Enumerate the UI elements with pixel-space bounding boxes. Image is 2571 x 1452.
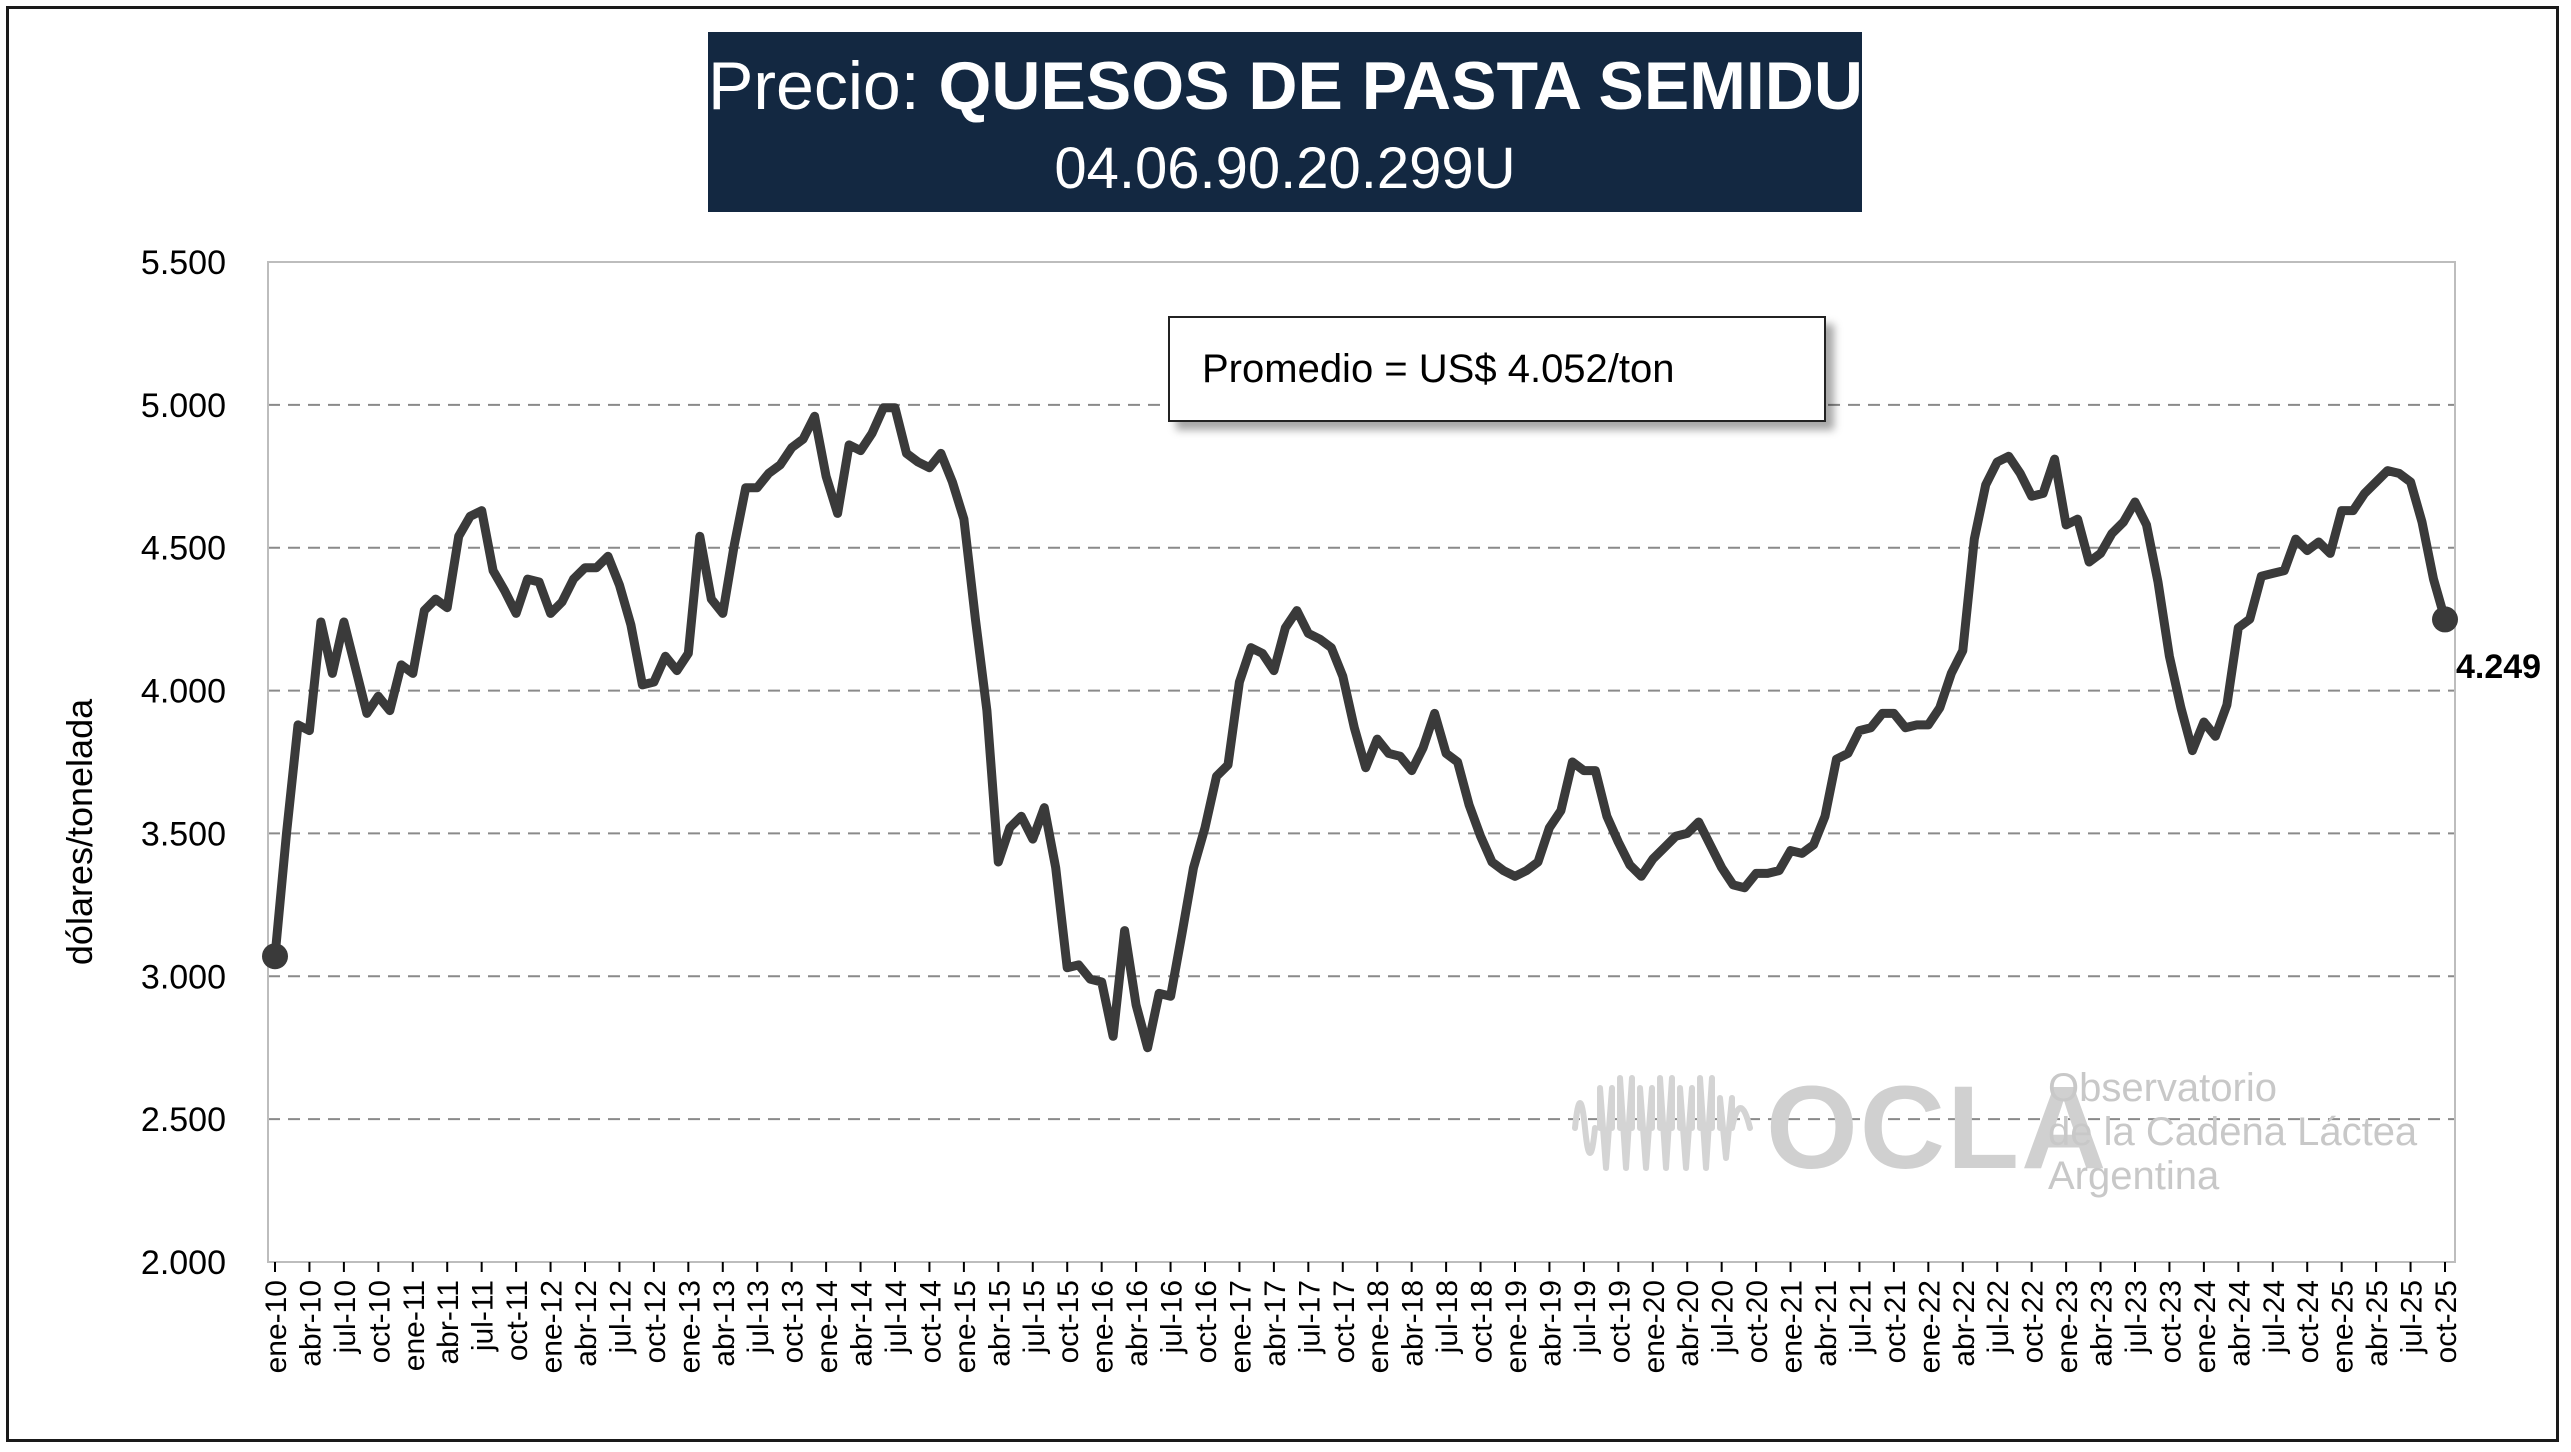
x-tick-label: oct-23 <box>2154 1280 2187 1363</box>
price-series-line <box>270 403 2450 1053</box>
x-tick-label: ene-16 <box>1087 1280 1120 1373</box>
y-tick-label: 2.500 <box>141 1101 226 1139</box>
x-tick-label: abr-21 <box>1810 1280 1843 1367</box>
x-tick-label: ene-23 <box>2051 1280 2084 1373</box>
y-tick-label: 4.000 <box>141 673 226 711</box>
x-tick-label: abr-13 <box>708 1280 741 1367</box>
ocla-watermark: OCLA Observatorio de la Cadena Láctea Ar… <box>1570 1060 2450 1220</box>
y-tick-label: 3.000 <box>141 958 226 996</box>
x-tick-label: jul-10 <box>329 1280 362 1354</box>
x-tick-label: jul-16 <box>1156 1280 1189 1354</box>
x-tick-label: oct-17 <box>1328 1280 1361 1363</box>
x-tick-label: ene-24 <box>2189 1280 2222 1373</box>
x-tick-label: abr-18 <box>1397 1280 1430 1367</box>
x-tick-label: oct-15 <box>1052 1280 1085 1363</box>
x-tick-label: abr-10 <box>294 1280 327 1367</box>
x-tick-label: jul-24 <box>2258 1280 2291 1354</box>
x-tick-label: jul-13 <box>742 1280 775 1354</box>
x-tick-label: ene-15 <box>949 1280 982 1373</box>
watermark-line-1: Observatorio <box>2048 1066 2277 1110</box>
x-tick-label: ene-21 <box>1776 1280 1809 1373</box>
x-tick-label: abr-23 <box>2086 1280 2119 1367</box>
series-layer <box>262 403 2458 1053</box>
x-tick-label: oct-25 <box>2430 1280 2463 1363</box>
x-tick-label: oct-10 <box>363 1280 396 1363</box>
x-tick-label: ene-20 <box>1638 1280 1671 1373</box>
title-banner: Precio: QUESOS DE PASTA SEMIDURA 04.06.9… <box>708 32 1961 212</box>
x-tick-label: jul-12 <box>604 1280 637 1354</box>
x-tick-label: oct-19 <box>1603 1280 1636 1363</box>
x-tick-label: ene-12 <box>536 1280 569 1373</box>
x-tick-label: ene-25 <box>2327 1280 2360 1373</box>
y-tick-label: 4.500 <box>141 530 226 568</box>
x-tick-label: oct-20 <box>1741 1280 1774 1363</box>
last-point-marker <box>2432 606 2458 633</box>
y-axis-label: dólares/tonelada <box>59 698 100 965</box>
y-tick-label: 2.000 <box>141 1244 226 1282</box>
last-value-label: 4.249 <box>2456 648 2542 686</box>
average-annotation: Promedio = US$ 4.052/ton <box>1168 316 1826 422</box>
tariff-code: 04.06.90.20.299U <box>1054 136 1516 201</box>
x-tick-label: abr-20 <box>1672 1280 1705 1367</box>
watermark-logo-text: OCLA <box>1766 1062 2109 1194</box>
x-tick-label: ene-17 <box>1224 1280 1257 1373</box>
x-tick-label: abr-22 <box>1948 1280 1981 1367</box>
watermark-line-2: de la Cadena Láctea <box>2048 1110 2418 1154</box>
title-product: QUESOS DE PASTA SEMIDURA <box>938 48 1962 124</box>
watermark-line-3: Argentina <box>2048 1154 2220 1198</box>
x-tick-label: abr-24 <box>2223 1280 2256 1367</box>
x-tick-label: ene-18 <box>1362 1280 1395 1373</box>
x-tick-label: oct-12 <box>639 1280 672 1363</box>
x-tick-label: jul-20 <box>1707 1280 1740 1354</box>
x-tick-label: ene-19 <box>1500 1280 1533 1373</box>
wave-logo-icon <box>1572 1075 1753 1171</box>
x-tick-label: oct-11 <box>501 1280 534 1361</box>
x-tick-label: oct-18 <box>1466 1280 1499 1363</box>
x-tick-label: oct-24 <box>2292 1280 2325 1363</box>
x-tick-label: abr-17 <box>1259 1280 1292 1367</box>
title-prefix: Precio: <box>708 48 939 124</box>
x-tick-label: oct-13 <box>777 1280 810 1363</box>
x-tick-label: jul-11 <box>467 1280 500 1352</box>
x-tick-label: ene-14 <box>811 1280 844 1373</box>
x-tick-label: abr-15 <box>983 1280 1016 1367</box>
x-tick-label: oct-22 <box>2017 1280 2050 1363</box>
x-tick-label: ene-13 <box>673 1280 706 1373</box>
x-axis-ticks: ene-10 abr-10 jul-10 oct-10 ene-11 abr-11 jul-… <box>260 1262 2463 1373</box>
x-tick-label: abr-12 <box>570 1280 603 1367</box>
x-tick-label: abr-11 <box>432 1280 465 1365</box>
plot-area-border <box>267 261 2456 1263</box>
x-tick-label: jul-14 <box>880 1280 913 1354</box>
x-tick-label: abr-19 <box>1534 1280 1567 1367</box>
y-tick-label: 5.000 <box>141 387 226 425</box>
x-tick-label: jul-21 <box>1844 1280 1877 1354</box>
y-tick-label: 5.500 <box>141 244 226 282</box>
x-tick-label: oct-21 <box>1879 1280 1912 1363</box>
x-tick-label: oct-14 <box>914 1280 947 1363</box>
x-tick-label: jul-19 <box>1569 1280 1602 1354</box>
x-tick-label: jul-15 <box>1018 1280 1051 1354</box>
x-tick-label: ene-22 <box>1913 1280 1946 1373</box>
grid-lines <box>268 403 2455 1121</box>
first-point-marker <box>262 943 288 970</box>
x-tick-label: ene-11 <box>398 1280 431 1371</box>
x-tick-label: abr-25 <box>2361 1280 2394 1367</box>
x-tick-label: jul-18 <box>1431 1280 1464 1354</box>
y-tick-label: 3.500 <box>141 815 226 853</box>
x-tick-label: abr-16 <box>1121 1280 1154 1367</box>
x-tick-label: jul-22 <box>1982 1280 2015 1354</box>
x-tick-label: abr-14 <box>846 1280 879 1367</box>
chart-frame <box>6 6 2559 1442</box>
x-tick-label: oct-16 <box>1190 1280 1223 1363</box>
x-tick-label: ene-10 <box>260 1280 293 1373</box>
x-tick-label: jul-25 <box>2396 1280 2429 1354</box>
watermark-org-name: Observatorio de la Cadena Láctea Argenti… <box>2048 1066 2417 1198</box>
chart-title: Precio: QUESOS DE PASTA SEMIDURA <box>708 46 1961 126</box>
x-tick-label: jul-23 <box>2120 1280 2153 1354</box>
x-tick-label: jul-17 <box>1293 1280 1326 1354</box>
y-axis-ticks: 2.000 2.500 3.000 3.500 4.000 4.500 5.000 5.500 <box>141 244 226 1282</box>
